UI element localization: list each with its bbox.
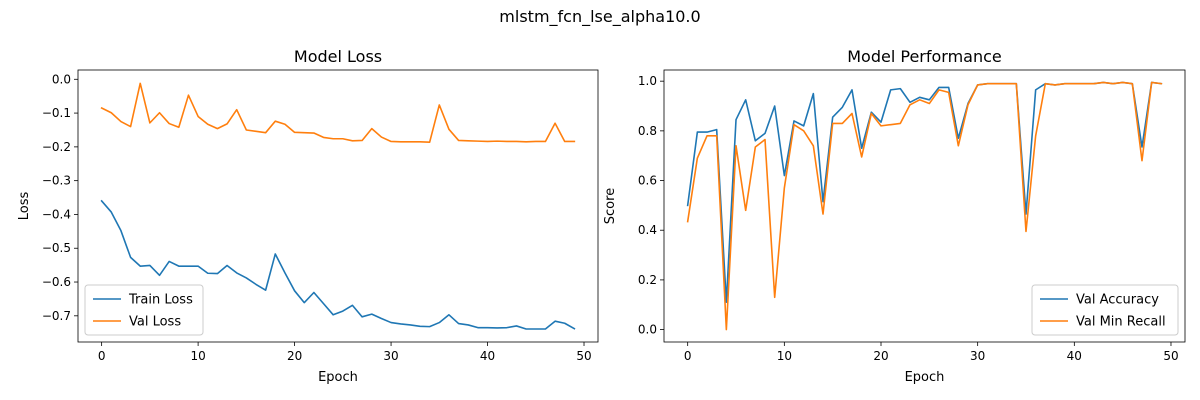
performance-x-tick-label: 30 (970, 349, 985, 363)
loss-y-tick-label: −0.2 (42, 140, 71, 154)
loss-legend-label: Val Loss (129, 315, 181, 330)
performance-y-tick-label: 1.0 (638, 74, 657, 88)
loss-series-line-train-loss (100, 199, 576, 330)
loss-y-tick-label: −0.6 (42, 275, 71, 289)
loss-legend-box (84, 284, 204, 336)
loss-x-tick-label: 40 (480, 349, 495, 363)
figure-suptitle: mlstm_fcn_lse_alpha10.0 (499, 7, 700, 27)
performance-x-tick-label: 10 (777, 349, 792, 363)
performance-x-tick-label: 40 (1067, 349, 1082, 363)
loss-chart: Model Loss 0 10 20 30 40 50 −0.7 −0.6 −0.5 −0.4 −0.… (17, 47, 599, 385)
performance-legend-label: Val Min Recall (1076, 315, 1166, 330)
performance-chart-title: Model Performance (847, 47, 1002, 66)
loss-chart-title: Model Loss (294, 47, 382, 66)
performance-x-tick-label: 20 (873, 349, 888, 363)
performance-x-axis-label: Epoch (905, 370, 945, 385)
loss-axes-frame (77, 69, 599, 343)
performance-y-tick-label: 0.8 (638, 124, 657, 138)
loss-x-axis-label: Epoch (318, 370, 358, 385)
loss-x-tick-label: 0 (98, 349, 106, 363)
loss-legend-label: Train Loss (128, 293, 193, 308)
loss-x-tick-label: 10 (190, 349, 205, 363)
performance-axes-frame (663, 69, 1186, 343)
performance-x-tick-label: 0 (684, 349, 692, 363)
performance-chart: Model Performance 0 10 20 30 40 50 0.0 0.2 0.4 0.6… (603, 47, 1186, 385)
performance-legend-box (1031, 284, 1179, 336)
loss-legend: Train Loss Val Loss (84, 284, 204, 336)
loss-y-axis-label: Loss (17, 192, 32, 221)
loss-y-tick-label: −0.5 (42, 241, 71, 255)
loss-y-tick-label: 0.0 (52, 72, 71, 86)
loss-y-tick-label: −0.3 (42, 174, 71, 188)
loss-series-line-val-loss (100, 82, 576, 143)
loss-x-tick-label: 50 (576, 349, 591, 363)
performance-y-axis-label: Score (603, 188, 618, 224)
performance-y-tick-label: 0.4 (638, 223, 657, 237)
performance-y-tick-label: 0.6 (638, 174, 657, 188)
loss-y-tick-label: −0.7 (42, 309, 71, 323)
performance-y-tick-label: 0.2 (638, 273, 657, 287)
performance-legend-label: Val Accuracy (1076, 293, 1159, 308)
loss-x-tick-label: 20 (287, 349, 302, 363)
loss-x-tick-label: 30 (383, 349, 398, 363)
performance-series-line-val-min-recall (686, 81, 1163, 331)
loss-y-tick-label: −0.1 (42, 106, 71, 120)
loss-y-tick-label: −0.4 (42, 207, 71, 221)
performance-x-tick-label: 50 (1163, 349, 1178, 363)
performance-legend: Val Accuracy Val Min Recall (1031, 284, 1179, 336)
performance-y-tick-label: 0.0 (638, 323, 657, 337)
